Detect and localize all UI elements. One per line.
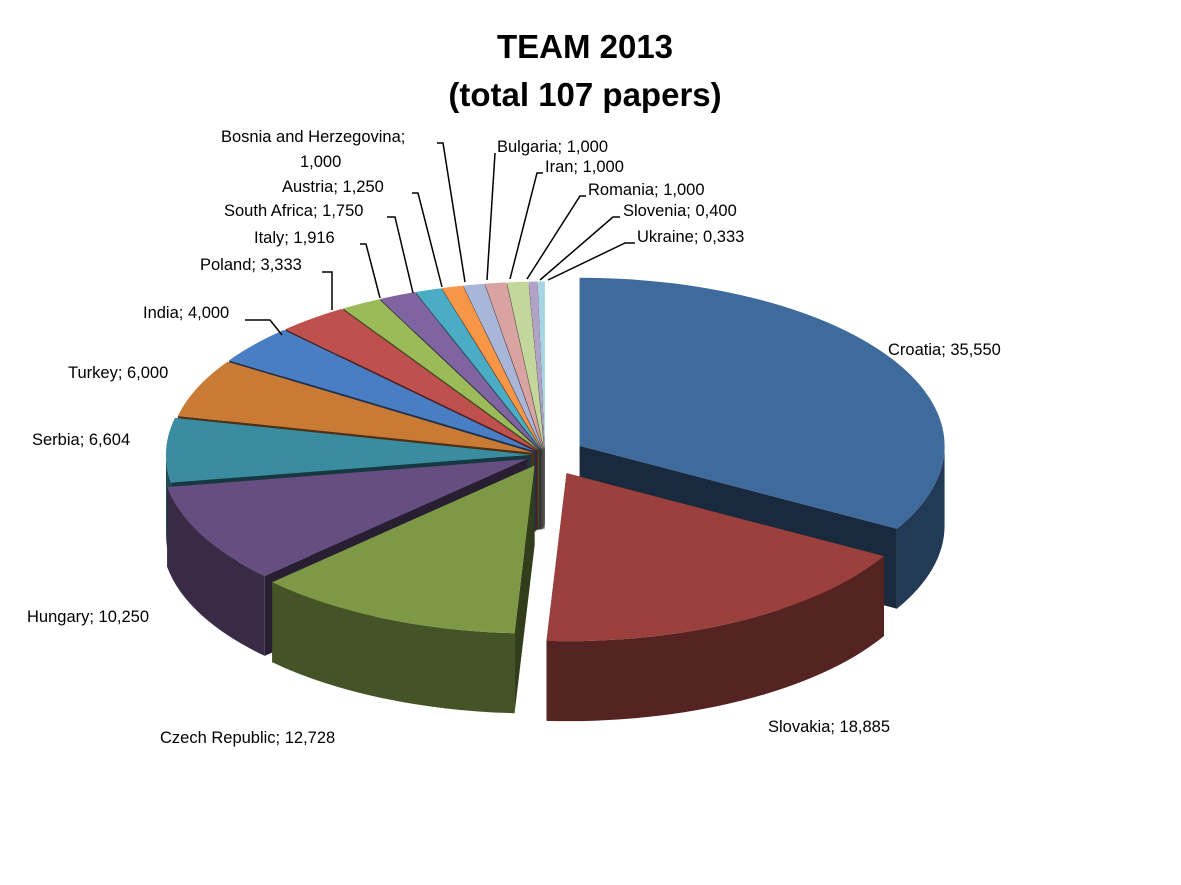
pie-slice-bulgaria xyxy=(463,283,543,450)
pie-slice-iran xyxy=(485,282,544,450)
chart-title-line-1: TEAM 2013 xyxy=(496,28,674,65)
leader-line-ukraine xyxy=(547,242,635,281)
pie-slice-austria xyxy=(415,288,542,450)
data-label-turkey: Turkey; 6,000 xyxy=(68,364,169,382)
data-label-iran: Iran; 1,000 xyxy=(545,158,624,176)
pie-slice-south-africa xyxy=(380,292,541,450)
data-label-czech-republic: Czech Republic; 12,728 xyxy=(160,729,336,747)
pie-slice-side-hungary xyxy=(167,486,265,656)
data-label-romania: Romania; 1,000 xyxy=(588,181,705,199)
leader-line-south-africa xyxy=(387,216,414,294)
data-label-italy: Italy; 1,916 xyxy=(254,229,335,247)
pie-slice-italy xyxy=(343,299,540,451)
data-label-serbia: Serbia; 6,604 xyxy=(32,431,131,449)
data-label-slovenia: Slovenia; 0,400 xyxy=(623,202,737,220)
pie-slice-india xyxy=(229,329,536,452)
data-label-south-africa: South Africa; 1,750 xyxy=(224,202,364,220)
data-label-austria: Austria; 1,250 xyxy=(282,178,384,196)
pie-slice-romania xyxy=(507,281,545,450)
pie-slice-ukraine xyxy=(537,281,545,450)
pie-slice-hungary xyxy=(167,459,528,576)
leader-line-iran xyxy=(509,172,543,280)
pie-slice-croatia xyxy=(579,277,945,529)
pie-slice-serbia xyxy=(166,417,532,483)
pie-slice-side-slovakia xyxy=(546,556,884,722)
pie-slice-poland xyxy=(285,308,538,451)
leader-line-poland xyxy=(322,271,333,310)
leader-line-slovenia xyxy=(539,216,620,281)
pie-slice-czech-republic xyxy=(272,465,535,634)
data-label-poland: Poland; 3,333 xyxy=(200,256,302,274)
data-label-bosnia-and-herzegovina-value: 1,000 xyxy=(300,153,342,171)
leader-line-bosnia-and-herzegovina xyxy=(437,142,466,283)
leader-line-italy xyxy=(360,243,381,299)
leader-line-romania xyxy=(526,195,586,280)
pie-slice-slovenia xyxy=(528,281,545,450)
data-label-bulgaria: Bulgaria; 1,000 xyxy=(497,138,608,156)
data-label-india: India; 4,000 xyxy=(143,304,230,322)
data-label-hungary: Hungary; 10,250 xyxy=(27,608,150,626)
pie-slice-slovakia xyxy=(546,473,884,642)
pie-slice-side-croatia xyxy=(896,445,945,609)
data-label-slovakia: Slovakia; 18,885 xyxy=(768,718,891,736)
pie-slice-bosnia-and-herzegovina xyxy=(441,285,543,450)
data-label-ukraine: Ukraine; 0,333 xyxy=(637,228,745,246)
pie-slice-turkey xyxy=(177,361,534,453)
data-label-croatia: Croatia; 35,550 xyxy=(888,341,1001,359)
pie-slice-side-czech-republic xyxy=(272,582,515,714)
data-label-bosnia-and-herzegovina: Bosnia and Herzegovina; xyxy=(221,128,406,146)
leader-line-india xyxy=(245,319,283,336)
chart-title-line-2: (total 107 papers) xyxy=(448,76,722,113)
leader-line-austria xyxy=(412,192,443,288)
leader-line-bulgaria xyxy=(486,152,496,281)
